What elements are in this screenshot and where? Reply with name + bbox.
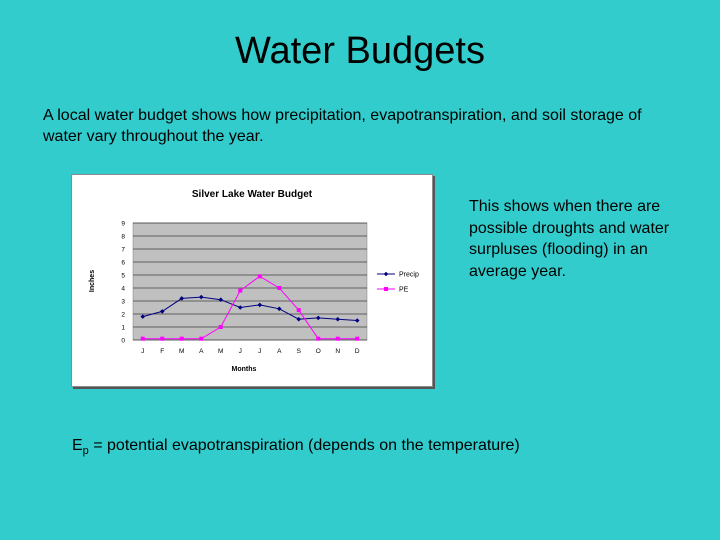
y-tick-label: 3 xyxy=(121,299,125,306)
data-point xyxy=(238,288,243,293)
x-axis-label: Months xyxy=(232,366,257,373)
y-tick-label: 7 xyxy=(121,247,125,254)
x-tick-label: D xyxy=(355,348,360,355)
y-tick-label: 1 xyxy=(121,325,125,332)
y-tick-label: 2 xyxy=(121,312,125,319)
intro-paragraph: A local water budget shows how precipita… xyxy=(43,107,642,145)
legend-marker xyxy=(383,271,389,277)
data-point xyxy=(355,336,360,341)
chart-legend: Precip PE xyxy=(377,272,419,294)
footnote-text: = potential evapotranspiration (depends … xyxy=(88,437,520,454)
legend-label: Precip xyxy=(399,272,419,279)
x-tick-label: M xyxy=(179,348,184,355)
y-tick-label: 6 xyxy=(121,260,125,267)
x-tick-label: F xyxy=(160,348,164,355)
x-tick-label: J xyxy=(141,348,144,355)
data-point xyxy=(159,309,165,314)
chart-container: Silver Lake Water Budget 0 1 2 3 4 5 6 7 8 9 J F M A… xyxy=(71,174,433,387)
slide-title: Water Budgets xyxy=(235,30,485,72)
x-tick-label: N xyxy=(335,348,340,355)
footnote-subscript: p xyxy=(82,445,89,457)
data-point xyxy=(179,336,184,341)
data-point xyxy=(140,314,146,319)
data-point xyxy=(335,316,341,322)
chart-title: Silver Lake Water Budget xyxy=(192,189,313,200)
side-note: This shows when there are possible droug… xyxy=(469,198,670,280)
data-point xyxy=(296,316,302,322)
data-point xyxy=(315,315,321,321)
data-point xyxy=(335,336,340,341)
y-tick-label: 8 xyxy=(121,234,125,241)
data-point xyxy=(257,302,263,308)
y-tick-label: 9 xyxy=(121,221,125,228)
x-tick-label: S xyxy=(297,348,302,355)
y-axis-label: Inches xyxy=(89,270,96,292)
x-tick-label: J xyxy=(258,348,261,355)
data-point xyxy=(198,294,204,300)
data-point xyxy=(257,274,262,279)
data-point xyxy=(179,296,185,301)
data-point xyxy=(160,336,165,341)
water-budget-chart: Silver Lake Water Budget 0 1 2 3 4 5 6 7 8 9 J F M A… xyxy=(89,189,419,373)
data-point xyxy=(277,286,282,290)
footnote: Ep = potential evapotranspiration (depen… xyxy=(72,436,520,461)
data-point xyxy=(296,308,301,313)
plot-area xyxy=(132,222,368,341)
y-tick-label: 0 xyxy=(121,338,125,345)
data-point xyxy=(237,305,243,310)
y-tick-label: 5 xyxy=(121,273,125,280)
data-point xyxy=(140,336,145,341)
data-point xyxy=(218,325,223,329)
series-line xyxy=(142,296,358,321)
x-tick-label: A xyxy=(199,348,204,355)
data-point xyxy=(199,336,204,341)
data-point xyxy=(316,336,321,341)
data-point xyxy=(276,306,282,312)
x-tick-label: M xyxy=(218,348,223,355)
footnote-symbol: E xyxy=(72,437,83,454)
legend-label: PE xyxy=(399,287,409,294)
data-point xyxy=(354,318,360,323)
y-tick-label: 4 xyxy=(121,286,125,293)
legend-marker xyxy=(384,287,388,291)
series-line xyxy=(142,275,358,340)
x-tick-label: O xyxy=(316,348,321,355)
x-tick-label: J xyxy=(239,348,242,355)
x-tick-label: A xyxy=(277,348,282,355)
